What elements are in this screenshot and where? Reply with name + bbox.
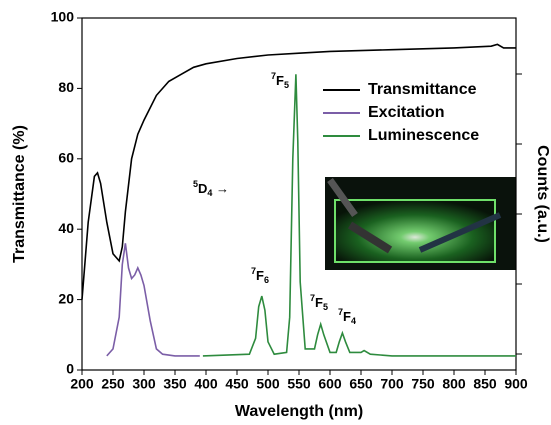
y-tick-label: 40 — [58, 220, 74, 236]
annotation-sub: 4 — [207, 188, 212, 198]
legend-label: Excitation — [368, 104, 444, 121]
y2-axis-title: Counts (a.u.) — [534, 145, 551, 243]
y-tick-label: 60 — [58, 150, 74, 166]
annotation: 7F6 — [251, 266, 269, 285]
x-tick-label: 500 — [256, 376, 280, 392]
annotation-base: F — [276, 73, 284, 88]
annotation-sup: 7 — [251, 266, 256, 276]
legend-label: Luminescence — [368, 127, 479, 144]
legend-label: Transmittance — [368, 81, 477, 98]
x-tick-label: 700 — [380, 376, 404, 392]
annotation-sup: 5 — [193, 179, 198, 189]
annotation-base: F — [315, 295, 323, 310]
y-tick-label: 20 — [58, 290, 74, 306]
annotation-base: F — [343, 309, 351, 324]
x-axis-title: Wavelength (nm) — [235, 403, 363, 420]
annotation: 7F4 — [338, 307, 356, 326]
annotation-sub: 4 — [351, 316, 356, 326]
series-line — [81, 43, 516, 300]
y-tick-label: 80 — [58, 79, 74, 95]
y-tick-label: 0 — [66, 361, 74, 377]
x-tick-label: 600 — [318, 376, 342, 392]
annotation-base: D — [198, 181, 207, 196]
x-tick-label: 550 — [287, 376, 311, 392]
x-tick-label: 300 — [132, 376, 156, 392]
x-tick-label: 250 — [101, 376, 125, 392]
x-tick-label: 350 — [163, 376, 187, 392]
y-tick-label: 100 — [51, 9, 75, 25]
x-tick-label: 450 — [225, 376, 249, 392]
x-tick-label: 200 — [70, 376, 94, 392]
x-tick-label: 750 — [411, 376, 435, 392]
series-line — [202, 74, 516, 357]
annotation: 5D4 → — [193, 179, 229, 198]
inset-photo — [325, 177, 516, 270]
annotation-sub: 5 — [323, 302, 328, 312]
annotation-base: F — [256, 268, 264, 283]
x-tick-label: 850 — [473, 376, 497, 392]
annotation-sup: 7 — [310, 293, 315, 303]
annotation-sup: 7 — [338, 307, 343, 317]
annotation-sup: 7 — [271, 71, 276, 81]
annotation: 7F5 — [310, 293, 328, 312]
annotation: 7F5 — [271, 71, 289, 90]
series-line — [106, 243, 200, 357]
y-axis-title: Transmittance (%) — [11, 125, 28, 263]
x-tick-label: 900 — [504, 376, 528, 392]
x-tick-label: 800 — [442, 376, 466, 392]
annotation-arrow: → — [212, 181, 229, 196]
right-axis-ticks — [516, 73, 522, 355]
annotation-sub: 6 — [264, 275, 269, 285]
x-tick-label: 650 — [349, 376, 373, 392]
x-tick-label: 400 — [194, 376, 218, 392]
annotation-sub: 5 — [284, 80, 289, 90]
